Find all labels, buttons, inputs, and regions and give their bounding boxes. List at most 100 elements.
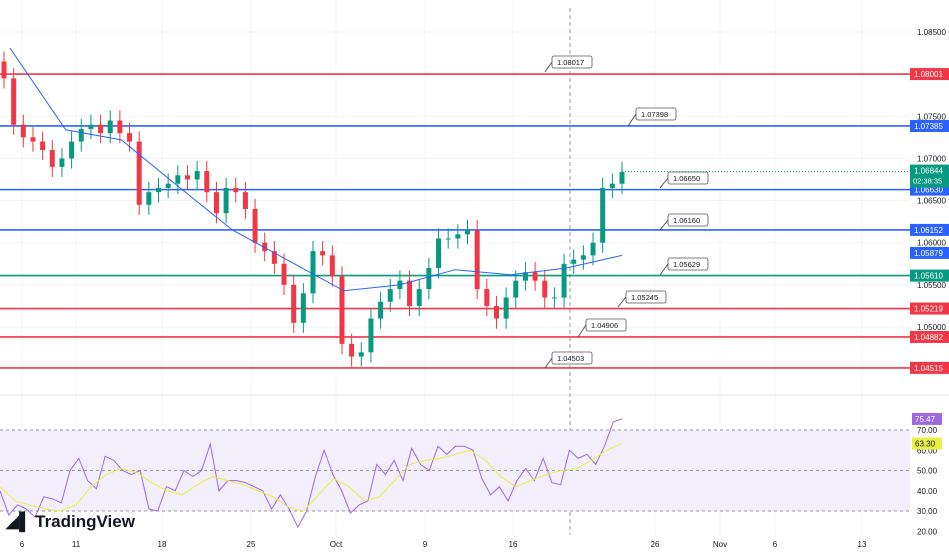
candle (580, 255, 586, 260)
price-tick: 1.06000 (917, 239, 946, 248)
date-tick: 26 (651, 540, 660, 549)
candle (600, 187, 606, 243)
candle (252, 209, 258, 243)
candle (49, 150, 55, 167)
candle (213, 192, 219, 214)
candle (127, 133, 133, 142)
level-price-badge (910, 68, 949, 81)
rsi-line (0, 418, 623, 529)
candle (233, 187, 239, 193)
candle (146, 192, 152, 205)
date-tick: 16 (509, 540, 518, 549)
candle (329, 255, 335, 277)
candle (223, 187, 229, 214)
candle (165, 183, 171, 188)
candle (204, 171, 210, 193)
candle (542, 280, 548, 298)
last-price-badge (910, 164, 949, 188)
price-tick: 1.05000 (917, 323, 946, 332)
level-price: 1.07385 (914, 122, 943, 131)
callout-pointer (577, 324, 587, 338)
candle (156, 187, 161, 193)
rsi-badge (912, 412, 942, 425)
candle (522, 272, 528, 281)
level-price-badge (910, 119, 949, 132)
candle (271, 251, 277, 264)
candle (291, 284, 297, 323)
candle (474, 230, 480, 290)
callout-price: 1.07398 (641, 110, 668, 119)
candle (513, 280, 519, 298)
callout-price: 1.08017 (557, 58, 584, 67)
candle (445, 238, 451, 240)
candle (609, 183, 615, 188)
price-tick: 1.06500 (917, 197, 946, 206)
candle (281, 263, 287, 285)
level-price: 1.05610 (914, 272, 943, 281)
candle (436, 238, 442, 269)
level-price: 1.06152 (914, 226, 943, 235)
ma-badge (910, 246, 949, 259)
candle (59, 158, 65, 167)
callout-pointer (659, 263, 669, 276)
candle (310, 251, 316, 294)
candle (416, 289, 422, 306)
level-price-badge (910, 330, 949, 343)
level-price: 1.06630 (914, 186, 943, 195)
rsi-ma-badge (912, 437, 942, 450)
callout-box (625, 290, 667, 304)
price-tick: 1.07000 (917, 154, 946, 163)
level-price: 1.05219 (914, 305, 943, 314)
candle (194, 171, 200, 180)
callout-box (667, 213, 709, 227)
level-price: 1.04515 (914, 364, 943, 373)
candle (619, 171, 625, 184)
candle (561, 263, 567, 298)
candle (493, 305, 499, 319)
level-price: 1.08001 (914, 70, 943, 79)
callout-price: 1.05245 (631, 293, 658, 302)
candle (590, 242, 596, 256)
candle (69, 141, 75, 159)
candle (98, 124, 104, 134)
candle (184, 175, 190, 180)
candle (320, 251, 326, 256)
callout-price: 1.04503 (557, 354, 584, 363)
candle (136, 141, 142, 205)
candle (368, 318, 374, 353)
rsi-tick: 40.00 (917, 487, 938, 496)
bar-countdown: 02:38:35 (913, 177, 942, 186)
candle (262, 242, 268, 252)
date-tick: 18 (158, 540, 167, 549)
level-price-badge (910, 223, 949, 236)
callout-price: 1.06650 (673, 174, 700, 183)
level-price-badge (910, 302, 949, 315)
rsi-tick: 70.00 (917, 426, 938, 435)
candle (571, 259, 577, 264)
candle (78, 128, 84, 142)
date-tick: Nov (713, 540, 727, 549)
rsi-band (0, 430, 910, 511)
candle (503, 297, 509, 319)
price-tick: 1.05500 (917, 281, 946, 290)
candle (20, 124, 26, 138)
candle (242, 192, 248, 210)
brand-text: TradingView (35, 512, 135, 531)
candle (117, 120, 123, 134)
candle (88, 124, 94, 129)
candle (1, 61, 7, 79)
date-tick: 13 (858, 540, 867, 549)
rsi-value: 75.47 (915, 415, 936, 424)
callout-price: 1.06160 (673, 216, 700, 225)
level-price-badge (910, 269, 949, 282)
level-price-badge (910, 361, 949, 374)
rsi-tick: 20.00 (917, 527, 938, 536)
candle (378, 301, 384, 319)
date-tick: 9 (423, 540, 428, 549)
candle (387, 289, 393, 302)
candle (532, 272, 538, 281)
ma-value: 1.05879 (914, 249, 943, 258)
rsi-tick: 50.00 (917, 467, 938, 476)
callout-box (635, 107, 677, 121)
